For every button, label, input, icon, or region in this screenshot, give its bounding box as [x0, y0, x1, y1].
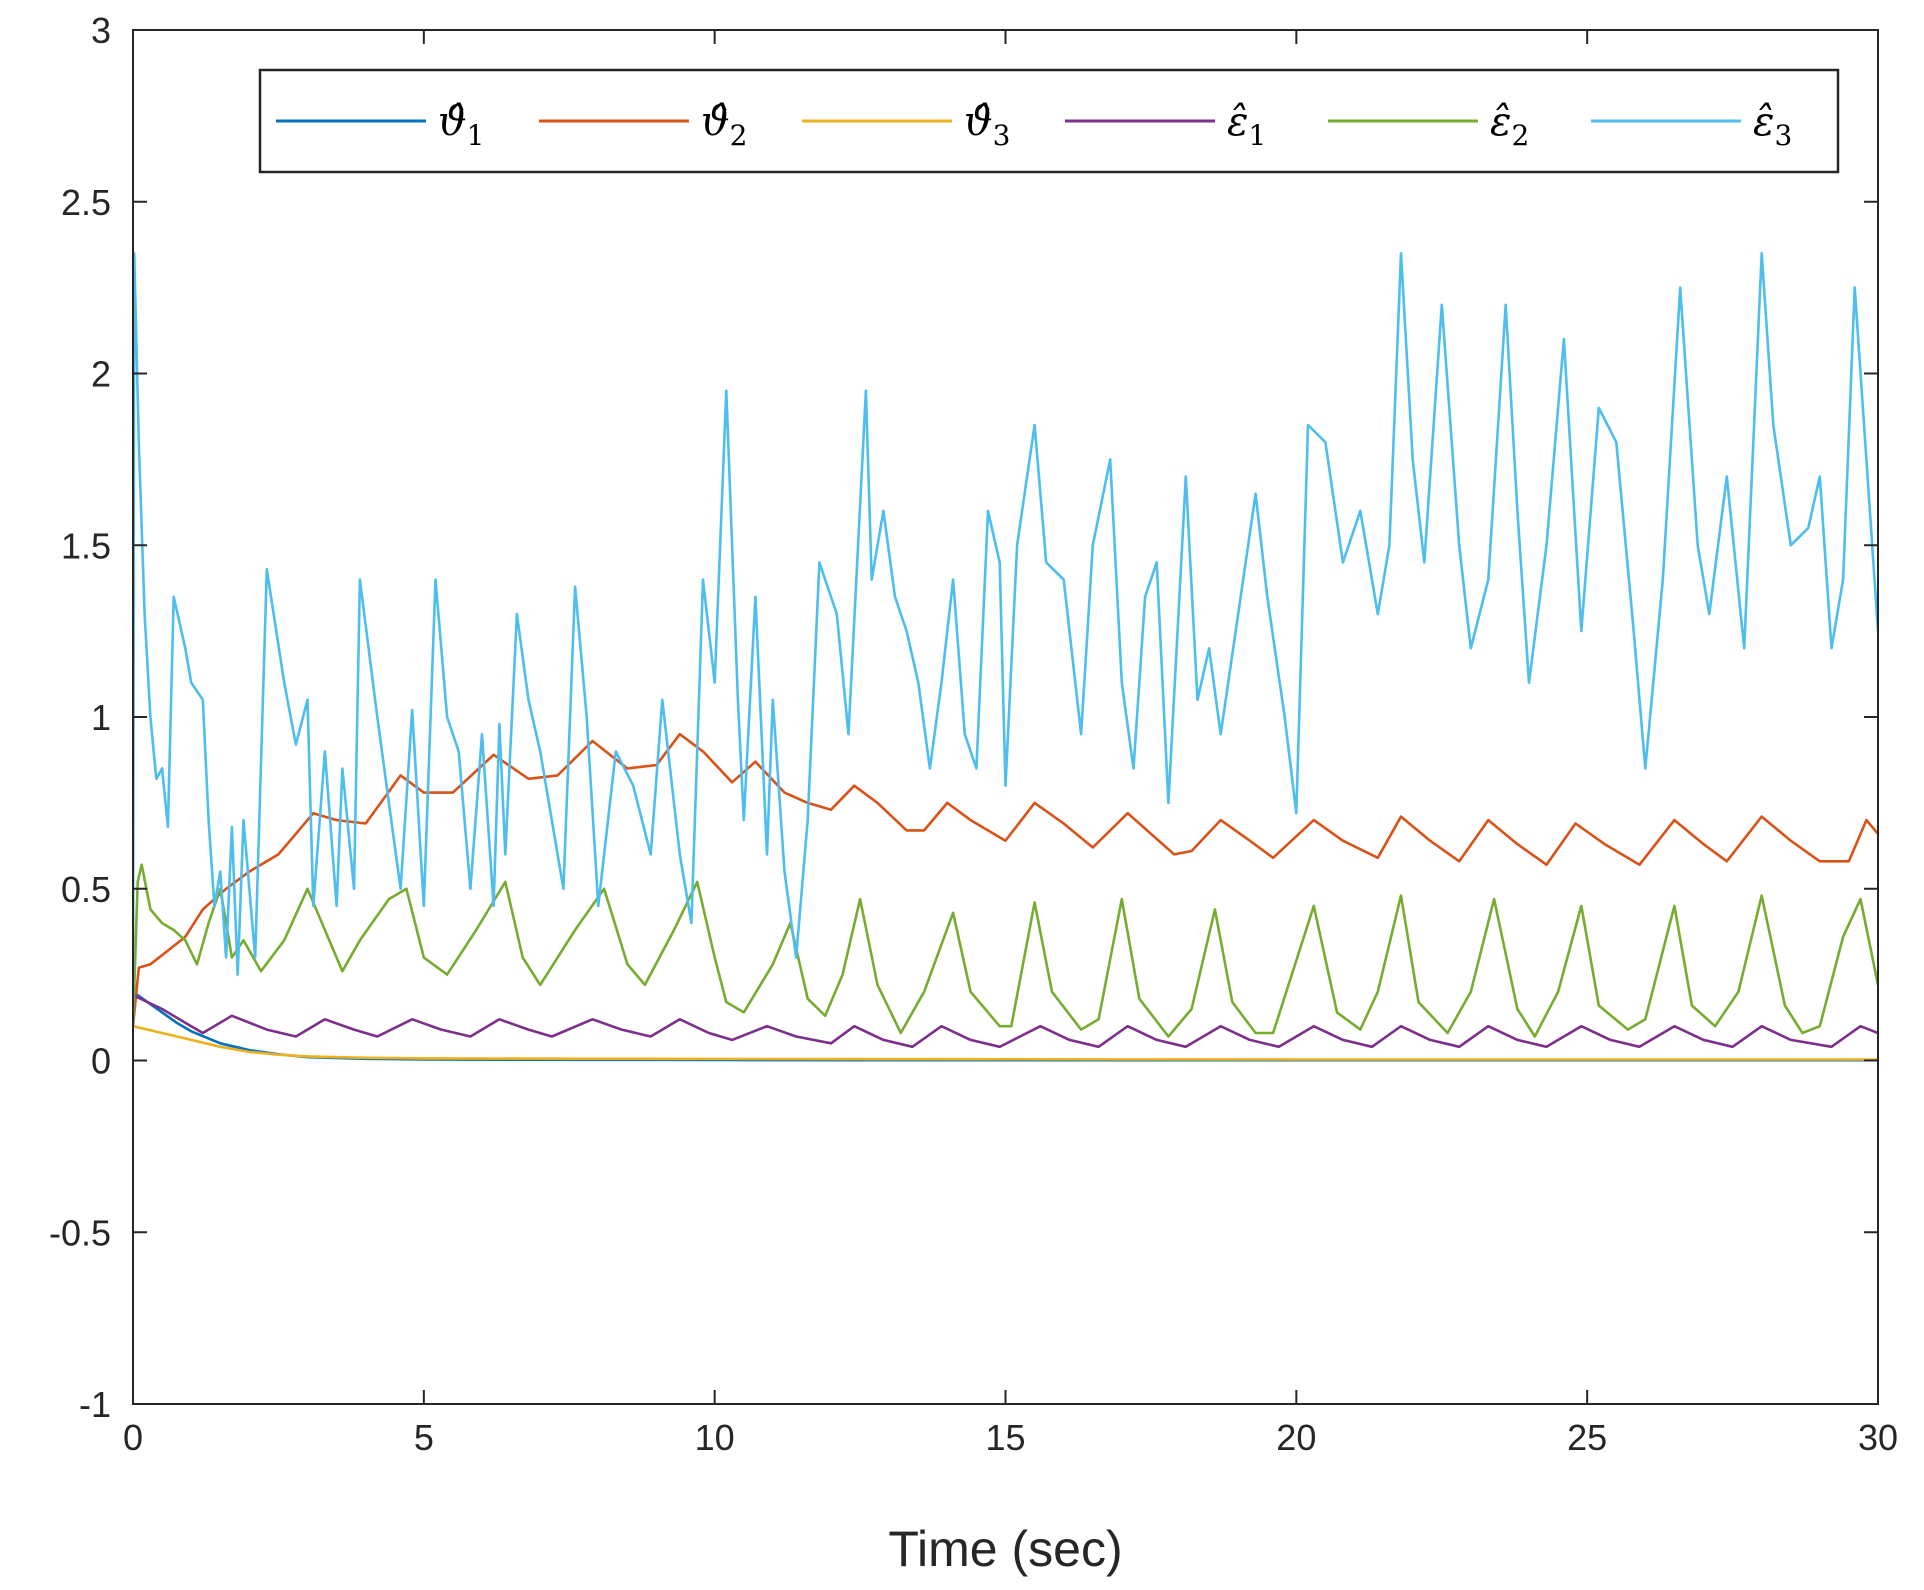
x-tick-label: 30: [1858, 1417, 1898, 1458]
x-tick-label: 25: [1567, 1417, 1607, 1458]
legend-label-sub: 2: [1511, 119, 1529, 152]
legend-label-main: ϑ̂: [438, 99, 467, 145]
legend-label-2: ϑ̂2: [701, 99, 747, 152]
y-tick-label: 1.5: [61, 525, 111, 566]
legend-label-main: ε̂: [1490, 99, 1511, 145]
y-tick-label: 2.5: [61, 182, 111, 223]
legend-box: [258, 68, 1840, 174]
x-tick-label: 20: [1276, 1417, 1316, 1458]
x-axis-title: Time (sec): [888, 1521, 1122, 1577]
legend: ϑ̂1 ϑ̂2 ϑ̂3 ε̂1 ε̂2 ε̂3: [258, 68, 1840, 174]
series-line-4: [133, 994, 1878, 1049]
legend-label-sub: 3: [1774, 119, 1792, 152]
series-line-3: [133, 1024, 1878, 1061]
legend-label-5: ε̂2: [1490, 99, 1529, 152]
y-tick-label: -0.5: [49, 1212, 111, 1253]
legend-label-sub: 1: [1248, 119, 1266, 152]
legend-label-1: ϑ̂1: [438, 99, 484, 152]
legend-label-main: ϑ̂: [964, 99, 993, 145]
legend-label-sub: 3: [993, 119, 1011, 152]
legend-label-sub: 1: [467, 119, 485, 152]
y-tick-label: 3: [91, 10, 111, 51]
series-line-6: [133, 252, 1878, 1027]
legend-label-6: ε̂3: [1753, 99, 1792, 152]
legend-label-main: ϑ̂: [701, 99, 730, 145]
y-tick-label: 0: [91, 1041, 111, 1082]
y-tick-label: 2: [91, 354, 111, 395]
series-line-2: [133, 732, 1878, 1027]
x-tick-label: 15: [985, 1417, 1025, 1458]
series-group: [133, 252, 1878, 1062]
y-tick-label: 1: [91, 697, 111, 738]
x-tick-label: 5: [414, 1417, 434, 1458]
x-tick-label: 0: [123, 1417, 143, 1458]
x-tick-label: 10: [695, 1417, 735, 1458]
axes: 0 5 10 15 20 25 30 -1 -0.5 0 0.5 1 1.5 2 2.5 3: [49, 10, 1898, 1458]
y-tick-label: -1: [79, 1384, 111, 1425]
plot-area: [133, 252, 1878, 1062]
legend-label-main: ε̂: [1753, 99, 1774, 145]
legend-label-3: ϑ̂3: [964, 99, 1010, 152]
y-tick-label: 0.5: [61, 869, 111, 910]
legend-label-4: ε̂1: [1227, 99, 1266, 152]
legend-label-sub: 2: [730, 119, 748, 152]
legend-label-main: ε̂: [1227, 99, 1248, 145]
